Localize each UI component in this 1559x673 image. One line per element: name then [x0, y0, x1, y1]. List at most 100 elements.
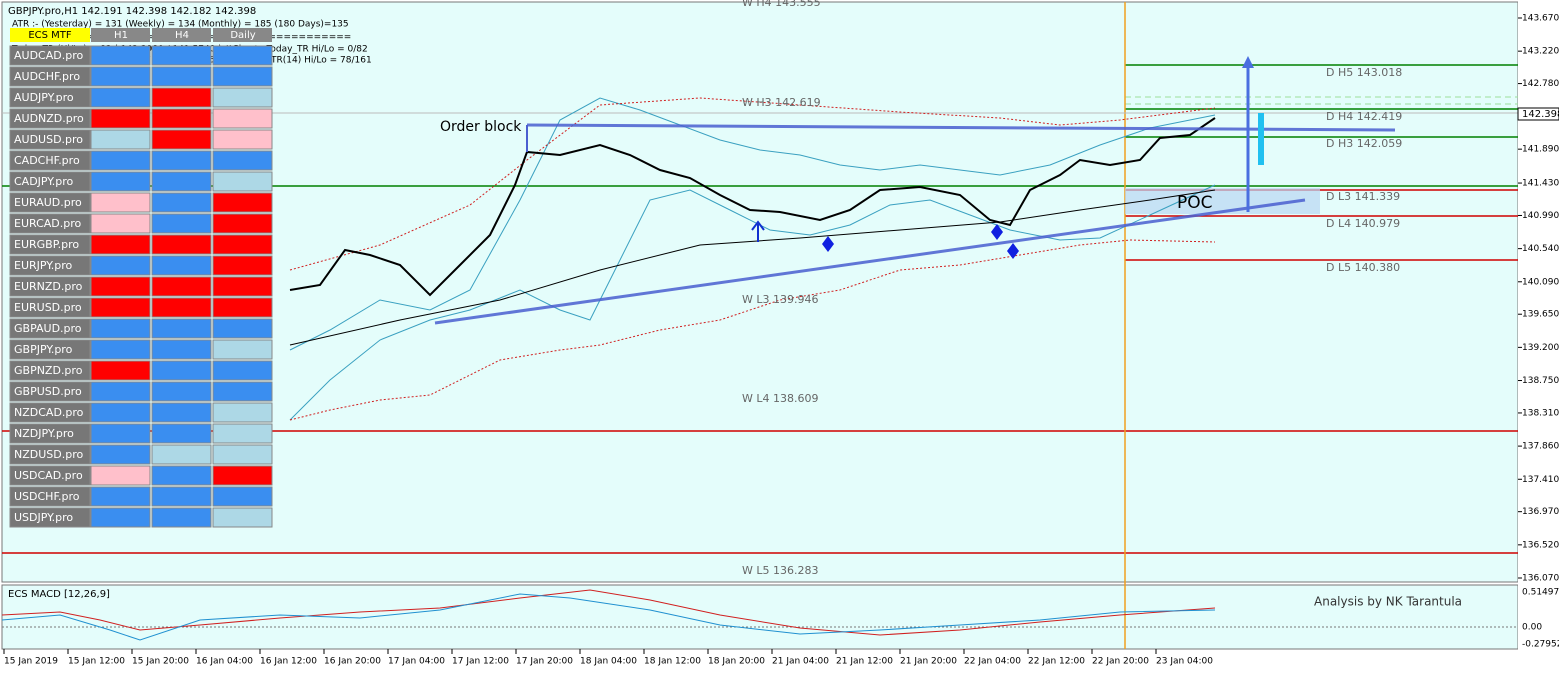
symbol-cell: [9, 297, 91, 318]
symbol-cell: [9, 360, 91, 381]
symbol-label: GBPUSD.pro: [14, 385, 82, 398]
column-header: Daily: [230, 30, 255, 41]
trend-cell: [151, 381, 212, 402]
macd-pane: [1, 584, 1519, 650]
macd-signal: [1, 589, 1216, 636]
trend-cell: [212, 423, 273, 444]
price-label: 137.410: [1522, 475, 1559, 485]
trend-cell: [90, 318, 151, 339]
upper-band: [289, 97, 1216, 351]
trend-cell: [90, 108, 151, 129]
macd-title: ECS MACD [12,26,9]: [8, 589, 110, 600]
symbol-label: CADJPY.pro: [14, 175, 74, 188]
time-label: 16 Jan 12:00: [260, 657, 317, 667]
trend-cell: [90, 213, 151, 234]
symbol-cell: [9, 66, 91, 87]
trend-cell: [212, 255, 273, 276]
daily-level: D L4 140.979: [1326, 217, 1400, 230]
trend-cell: [90, 234, 151, 255]
price-label: 140.090: [1522, 277, 1559, 287]
panel-title-bg: [10, 28, 90, 42]
trend-cell: [151, 87, 212, 108]
macd-line: [1, 593, 1216, 641]
price-label: 143.220: [1522, 47, 1559, 57]
signal: [991, 224, 1003, 240]
trend-cell: [151, 465, 212, 486]
symbol-cell: [9, 318, 91, 339]
trend-cell: [90, 171, 151, 192]
price-label: 136.070: [1522, 574, 1559, 584]
trend-cell: [90, 444, 151, 465]
trend-cell: [151, 213, 212, 234]
time-label: 22 Jan 04:00: [964, 657, 1021, 667]
column-header-bg: [213, 28, 272, 42]
signal: [1007, 243, 1019, 259]
signal: [822, 236, 834, 252]
trend-cell: [212, 360, 273, 381]
price-label: 142.780: [1522, 79, 1559, 89]
trend-cell: [90, 402, 151, 423]
range-bar: [1258, 113, 1264, 165]
time-label: 21 Jan 12:00: [836, 657, 893, 667]
trend-cell: [151, 150, 212, 171]
symbol-cell: [9, 339, 91, 360]
weekly-level: W L5 136.283: [742, 564, 818, 577]
trend-cell: [212, 381, 273, 402]
symbol-label: AUDNZD.pro: [14, 112, 84, 125]
poc-label: POC: [1177, 193, 1213, 213]
symbol-label: EURUSD.pro: [14, 301, 82, 314]
time-label: 17 Jan 04:00: [388, 657, 445, 667]
symbol-label: EURGBP.pro: [14, 238, 79, 251]
price-label: 138.750: [1522, 376, 1559, 386]
trend-cell: [212, 45, 273, 66]
credit: Analysis by NK Tarantula: [1314, 595, 1462, 609]
trend-cell: [212, 507, 273, 528]
column-header: H4: [175, 30, 189, 41]
trend-line: [434, 198, 1306, 325]
symbol-label: EURNZD.pro: [14, 280, 83, 293]
time-label: 15 Jan 2019: [4, 657, 58, 667]
trend-cell: [212, 129, 273, 150]
symbol-cell: [9, 402, 91, 423]
trend-cell: [90, 465, 151, 486]
trend-cell: [212, 213, 273, 234]
trend-cell: [212, 171, 273, 192]
symbol-label: GBPAUD.pro: [14, 322, 82, 335]
time-label: 21 Jan 04:00: [772, 657, 829, 667]
column-header-bg: [91, 28, 150, 42]
price-label: 137.860: [1522, 442, 1559, 452]
trend-cell: [212, 150, 273, 171]
moving-average: [289, 189, 1216, 346]
symbol-cell: [9, 255, 91, 276]
trend-cell: [151, 423, 212, 444]
trend-cell: [151, 129, 212, 150]
price-label: 139.200: [1522, 343, 1559, 353]
symbol-cell: [9, 108, 91, 129]
trend-cell: [212, 486, 273, 507]
symbol-label: NZDJPY.pro: [14, 427, 74, 440]
trend-cell: [151, 402, 212, 423]
price-label: 139.650: [1522, 310, 1559, 320]
trend-cell: [212, 339, 273, 360]
price-label: 140.540: [1522, 244, 1559, 254]
trend-cell: [151, 276, 212, 297]
trend-cell: [90, 129, 151, 150]
price: [289, 117, 1216, 297]
order-block-label: Order block: [440, 119, 522, 135]
trend-cell: [212, 402, 273, 423]
trend-cell: [90, 381, 151, 402]
time-label: 17 Jan 12:00: [452, 657, 509, 667]
buy-arrow: [751, 220, 765, 242]
weekly-level: W L3 139.946: [742, 293, 818, 306]
trend-cell: [212, 192, 273, 213]
trend-cell: [90, 360, 151, 381]
symbol-label: AUDJPY.pro: [14, 91, 74, 104]
column-header-bg: [152, 28, 211, 42]
trend-cell: [90, 297, 151, 318]
price-label: 138.310: [1522, 408, 1559, 418]
trend-cell: [212, 234, 273, 255]
price-label: 141.430: [1522, 179, 1559, 189]
symbol-cell: [9, 129, 91, 150]
symbol-cell: [9, 150, 91, 171]
time-label: 18 Jan 04:00: [580, 657, 637, 667]
